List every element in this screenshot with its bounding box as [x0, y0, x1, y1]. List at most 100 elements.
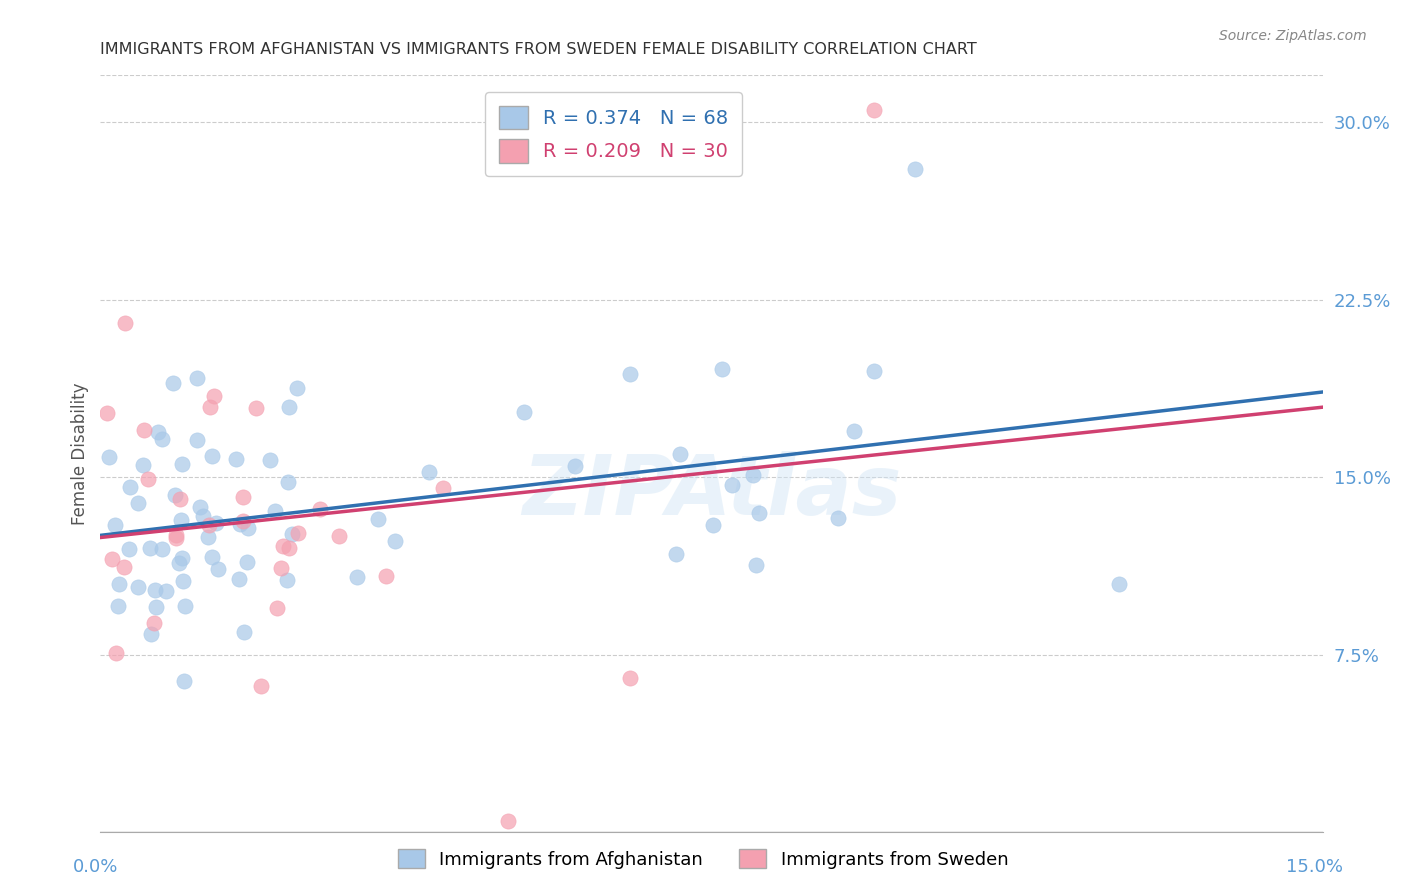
- Point: [702, 518, 724, 533]
- Point: [748, 506, 770, 520]
- Point: [145, 600, 167, 615]
- Point: [745, 558, 768, 572]
- Point: [174, 599, 197, 613]
- Point: [146, 425, 169, 439]
- Point: [118, 480, 141, 494]
- Point: [197, 530, 219, 544]
- Point: [281, 527, 304, 541]
- Point: [186, 433, 208, 447]
- Point: [170, 458, 193, 472]
- Point: [127, 580, 149, 594]
- Point: [131, 458, 153, 472]
- Point: [619, 368, 641, 382]
- Point: [201, 449, 224, 463]
- Point: [127, 496, 149, 510]
- Point: [309, 502, 332, 516]
- Point: [207, 562, 229, 576]
- Text: 0.0%: 0.0%: [73, 858, 118, 876]
- Point: [232, 514, 254, 528]
- Point: [278, 400, 301, 414]
- Point: [259, 452, 281, 467]
- Point: [167, 557, 190, 571]
- Point: [107, 599, 129, 613]
- Point: [827, 511, 849, 525]
- Point: [720, 477, 742, 491]
- Point: [328, 529, 350, 543]
- Point: [225, 451, 247, 466]
- Legend: R = 0.374   N = 68, R = 0.209   N = 30: R = 0.374 N = 68, R = 0.209 N = 30: [485, 92, 742, 177]
- Point: [496, 814, 519, 828]
- Legend: Immigrants from Afghanistan, Immigrants from Sweden: Immigrants from Afghanistan, Immigrants …: [391, 842, 1015, 876]
- Point: [205, 516, 228, 531]
- Point: [114, 316, 136, 330]
- Point: [134, 423, 156, 437]
- Text: 15.0%: 15.0%: [1286, 858, 1343, 876]
- Point: [863, 363, 886, 377]
- Point: [112, 560, 135, 574]
- Point: [250, 679, 273, 693]
- Text: IMMIGRANTS FROM AFGHANISTAN VS IMMIGRANTS FROM SWEDEN FEMALE DISABILITY CORRELAT: IMMIGRANTS FROM AFGHANISTAN VS IMMIGRANT…: [100, 42, 977, 57]
- Point: [285, 381, 308, 395]
- Point: [162, 376, 184, 391]
- Text: ZIPAtlas: ZIPAtlas: [522, 450, 901, 532]
- Point: [170, 550, 193, 565]
- Point: [245, 401, 267, 416]
- Text: Source: ZipAtlas.com: Source: ZipAtlas.com: [1219, 29, 1367, 43]
- Point: [191, 509, 214, 524]
- Point: [742, 468, 765, 483]
- Point: [200, 549, 222, 564]
- Point: [117, 542, 139, 557]
- Point: [108, 577, 131, 591]
- Point: [172, 574, 194, 589]
- Point: [564, 459, 586, 474]
- Point: [104, 646, 127, 660]
- Point: [228, 572, 250, 586]
- Point: [619, 672, 641, 686]
- Point: [163, 487, 186, 501]
- Point: [287, 525, 309, 540]
- Point: [264, 504, 287, 518]
- Point: [150, 542, 173, 557]
- Point: [844, 424, 866, 438]
- Point: [228, 516, 250, 531]
- Point: [418, 465, 440, 479]
- Point: [186, 370, 208, 384]
- Point: [101, 552, 124, 566]
- Point: [103, 518, 125, 533]
- Point: [170, 512, 193, 526]
- Point: [141, 627, 163, 641]
- Point: [235, 555, 257, 569]
- Point: [136, 472, 159, 486]
- Point: [432, 481, 454, 495]
- Point: [232, 625, 254, 640]
- Point: [384, 533, 406, 548]
- Point: [665, 547, 688, 561]
- Point: [232, 491, 254, 505]
- Point: [277, 475, 299, 490]
- Point: [96, 406, 118, 420]
- Point: [198, 400, 221, 414]
- Point: [271, 540, 294, 554]
- Point: [374, 569, 396, 583]
- Point: [512, 404, 534, 418]
- Point: [165, 532, 187, 546]
- Y-axis label: Female Disability: Female Disability: [72, 383, 89, 524]
- Point: [367, 512, 389, 526]
- Point: [278, 541, 301, 555]
- Point: [202, 389, 225, 403]
- Point: [155, 584, 177, 599]
- Point: [143, 582, 166, 597]
- Point: [198, 517, 221, 532]
- Point: [188, 500, 211, 514]
- Point: [1108, 576, 1130, 591]
- Point: [270, 560, 292, 574]
- Point: [169, 491, 191, 506]
- Point: [266, 600, 288, 615]
- Point: [150, 432, 173, 446]
- Point: [236, 521, 259, 535]
- Point: [668, 447, 690, 461]
- Point: [904, 162, 927, 177]
- Point: [863, 103, 886, 117]
- Point: [142, 615, 165, 630]
- Point: [173, 673, 195, 688]
